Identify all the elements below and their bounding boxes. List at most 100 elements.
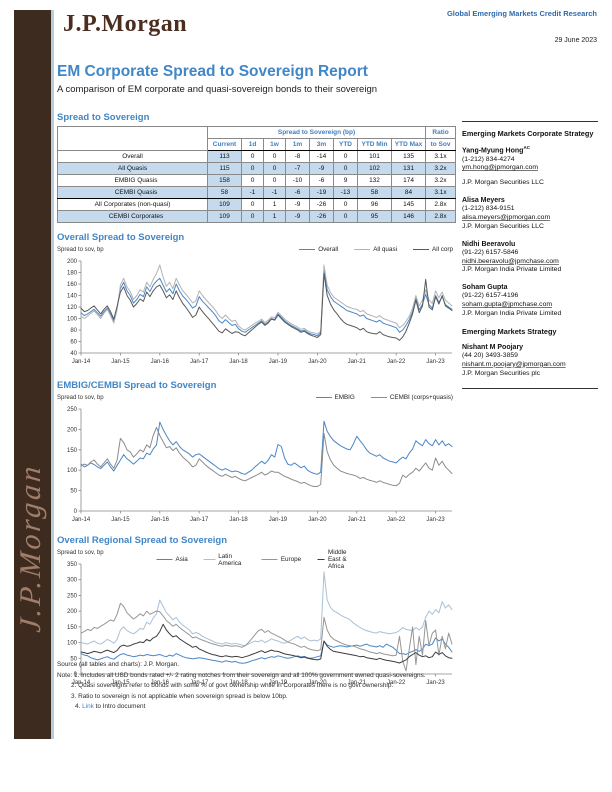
legend-line-swatch xyxy=(370,397,387,398)
ratio-header-top: Ratio xyxy=(425,126,457,139)
cell-value: -14 xyxy=(309,150,334,163)
svg-text:Jan-23: Jan-23 xyxy=(426,517,445,523)
legend-line-swatch xyxy=(354,249,371,250)
cell-value: 0 xyxy=(263,162,286,175)
row-label: Overall xyxy=(57,150,208,163)
page-title: EM Corporate Spread to Sovereign Report xyxy=(57,63,368,80)
legend-label: EMBIG xyxy=(334,394,355,401)
cell-value: 1 xyxy=(263,210,286,223)
svg-text:250: 250 xyxy=(67,407,78,413)
legend-label: Middle East & Africa xyxy=(327,549,347,570)
legend-line-swatch xyxy=(261,559,278,560)
contact-email-link[interactable]: ym.hong@jpmorgan.com xyxy=(462,164,539,172)
contact-phone: (91-22) 6157-5846 xyxy=(462,248,519,256)
svg-text:Jan-16: Jan-16 xyxy=(151,680,170,686)
table-header-row-2: Current 1d 1w 1m 3m YTD YTD Min YTD Max to Sov xyxy=(58,138,457,151)
chart-legend: Asia Latin America Europe Middle East & Afr… xyxy=(156,549,356,570)
cell-value: -6 xyxy=(309,174,334,187)
chart-title-embig-cembi: EMBIG/CEMBI Spread to Sovereign xyxy=(57,380,217,391)
legend-label: Europe xyxy=(280,556,302,563)
cell-value: 0 xyxy=(263,174,286,187)
contact-email-link[interactable]: nishant.m.poojary@jpmorgan.com xyxy=(462,360,566,368)
note-4-suffix: to Intro document xyxy=(93,703,146,711)
svg-text:Jan-16: Jan-16 xyxy=(151,359,170,365)
cell-value: -8 xyxy=(285,150,310,163)
table-corner-cell xyxy=(57,126,208,151)
contact-name: Nidhi Beeravolu xyxy=(462,240,516,248)
cell-value: 0 xyxy=(241,174,264,187)
y-axis-caption: Spread to sov, bp xyxy=(57,550,104,556)
analyst-sidebar: Emerging Markets Corporate Strategy Yang-… xyxy=(462,121,598,390)
brand-sidebar: J.P.Morgan xyxy=(14,10,51,739)
cell-value: 102 xyxy=(357,162,392,175)
contact-email-link[interactable]: nidhi.beeravolu@jpmchase.com xyxy=(462,257,559,265)
cell-value: 174 xyxy=(390,174,427,187)
contact-phone: (1-212) 834-4274 xyxy=(462,155,515,163)
legend-label: All corp xyxy=(432,246,453,253)
svg-text:120: 120 xyxy=(67,305,78,311)
svg-text:Jan-14: Jan-14 xyxy=(72,680,91,686)
legend-item: Latin America xyxy=(203,553,246,567)
page-subtitle: A comparison of EM corporate and quasi-s… xyxy=(57,84,378,95)
row-label: All Quasis xyxy=(57,162,208,175)
jpmorgan-logo: J.P.Morgan xyxy=(63,11,188,37)
legend-line-swatch xyxy=(413,249,429,250)
svg-text:Jan-15: Jan-15 xyxy=(111,680,130,686)
legend-item: Asia xyxy=(156,556,188,563)
col-header-1w: 1w xyxy=(263,138,286,151)
chart-legend: Overall All quasi All corp xyxy=(299,246,453,253)
intro-document-link[interactable]: Link xyxy=(82,703,94,711)
svg-text:0: 0 xyxy=(74,672,78,678)
cell-value: 0 xyxy=(241,150,264,163)
svg-text:Jan-18: Jan-18 xyxy=(229,680,248,686)
contact-company: J.P. Morgan Securities LLC xyxy=(462,179,544,187)
svg-text:300: 300 xyxy=(67,578,78,584)
svg-text:50: 50 xyxy=(70,656,77,662)
cell-value: -1 xyxy=(241,186,264,199)
cell-current: 58 xyxy=(207,186,242,199)
cell-value: 101 xyxy=(357,150,392,163)
cell-value: 0 xyxy=(333,210,358,223)
svg-text:Jan-15: Jan-15 xyxy=(111,359,130,365)
svg-text:160: 160 xyxy=(67,282,78,288)
col-header-ytd-min: YTD Min xyxy=(357,138,392,151)
contact-company: J.P. Morgan Securities LLC xyxy=(462,222,544,230)
contact-company: J.P. Morgan India Private Limited xyxy=(462,266,562,274)
legend-label: Asia xyxy=(175,556,188,563)
legend-item: Overall xyxy=(299,246,338,253)
svg-text:Jan-19: Jan-19 xyxy=(269,359,288,365)
main-content: Spread to Sovereign Spread to Sovereign … xyxy=(57,112,457,687)
contact-phone: (91-22) 6157-4196 xyxy=(462,292,519,300)
chart-embig-cembi: Spread to sov, bp EMBIG CEMBI (corps+quas… xyxy=(57,393,455,524)
svg-text:150: 150 xyxy=(67,625,78,631)
cell-ratio: 3.2x xyxy=(425,174,457,187)
overall-spread-line-chart: 40 60 80 100 120 140 160 180 200 Jan-14 Jan-15 Jan-… xyxy=(67,259,453,365)
svg-text:60: 60 xyxy=(70,340,77,346)
note-2: 2. Quasi sovereigns refer to bonds with … xyxy=(71,682,394,690)
table-row: EMBIG Quasis 158 0 0 -10 -6 9 132 174 3.2x xyxy=(57,174,457,187)
col-header-1d: 1d xyxy=(241,138,264,151)
ratio-header-bottom: to Sov xyxy=(425,138,457,151)
svg-text:0: 0 xyxy=(74,509,78,515)
svg-text:Jan-21: Jan-21 xyxy=(348,680,367,686)
cell-value: -9 xyxy=(309,162,334,175)
contact-email-link[interactable]: soham.gupta@jpmchase.com xyxy=(462,301,553,309)
legend-item: CEMBI (corps+quasis) xyxy=(370,394,453,401)
group-header: Spread to Sovereign (bp) xyxy=(206,126,427,139)
legend-line-swatch xyxy=(315,397,332,398)
spread-to-sovereign-table: Spread to Sovereign (bp) Ratio Current 1d… xyxy=(57,126,457,223)
legend-label: All quasi xyxy=(373,246,397,253)
contact-email-link[interactable]: alisa.meyers@jpmorgan.com xyxy=(462,213,551,221)
svg-text:250: 250 xyxy=(67,593,78,599)
contact-card: Nidhi Beeravolu (91-22) 6157-5846 nidhi.be… xyxy=(462,240,598,276)
note-3: 3. Ratio to sovereign is not applicable … xyxy=(71,692,288,700)
jpmorgan-signature-watermark: J.P.Morgan xyxy=(14,461,47,634)
svg-text:350: 350 xyxy=(67,562,78,568)
svg-text:Jan-21: Jan-21 xyxy=(348,517,367,523)
col-header-3m: 3m xyxy=(309,138,334,151)
svg-text:140: 140 xyxy=(67,294,78,300)
cell-ratio: 2.8x xyxy=(425,198,457,211)
svg-text:100: 100 xyxy=(67,641,78,647)
blue-accent-strip xyxy=(51,10,54,739)
contact-name: Yang-Myung HongAC xyxy=(462,145,530,155)
